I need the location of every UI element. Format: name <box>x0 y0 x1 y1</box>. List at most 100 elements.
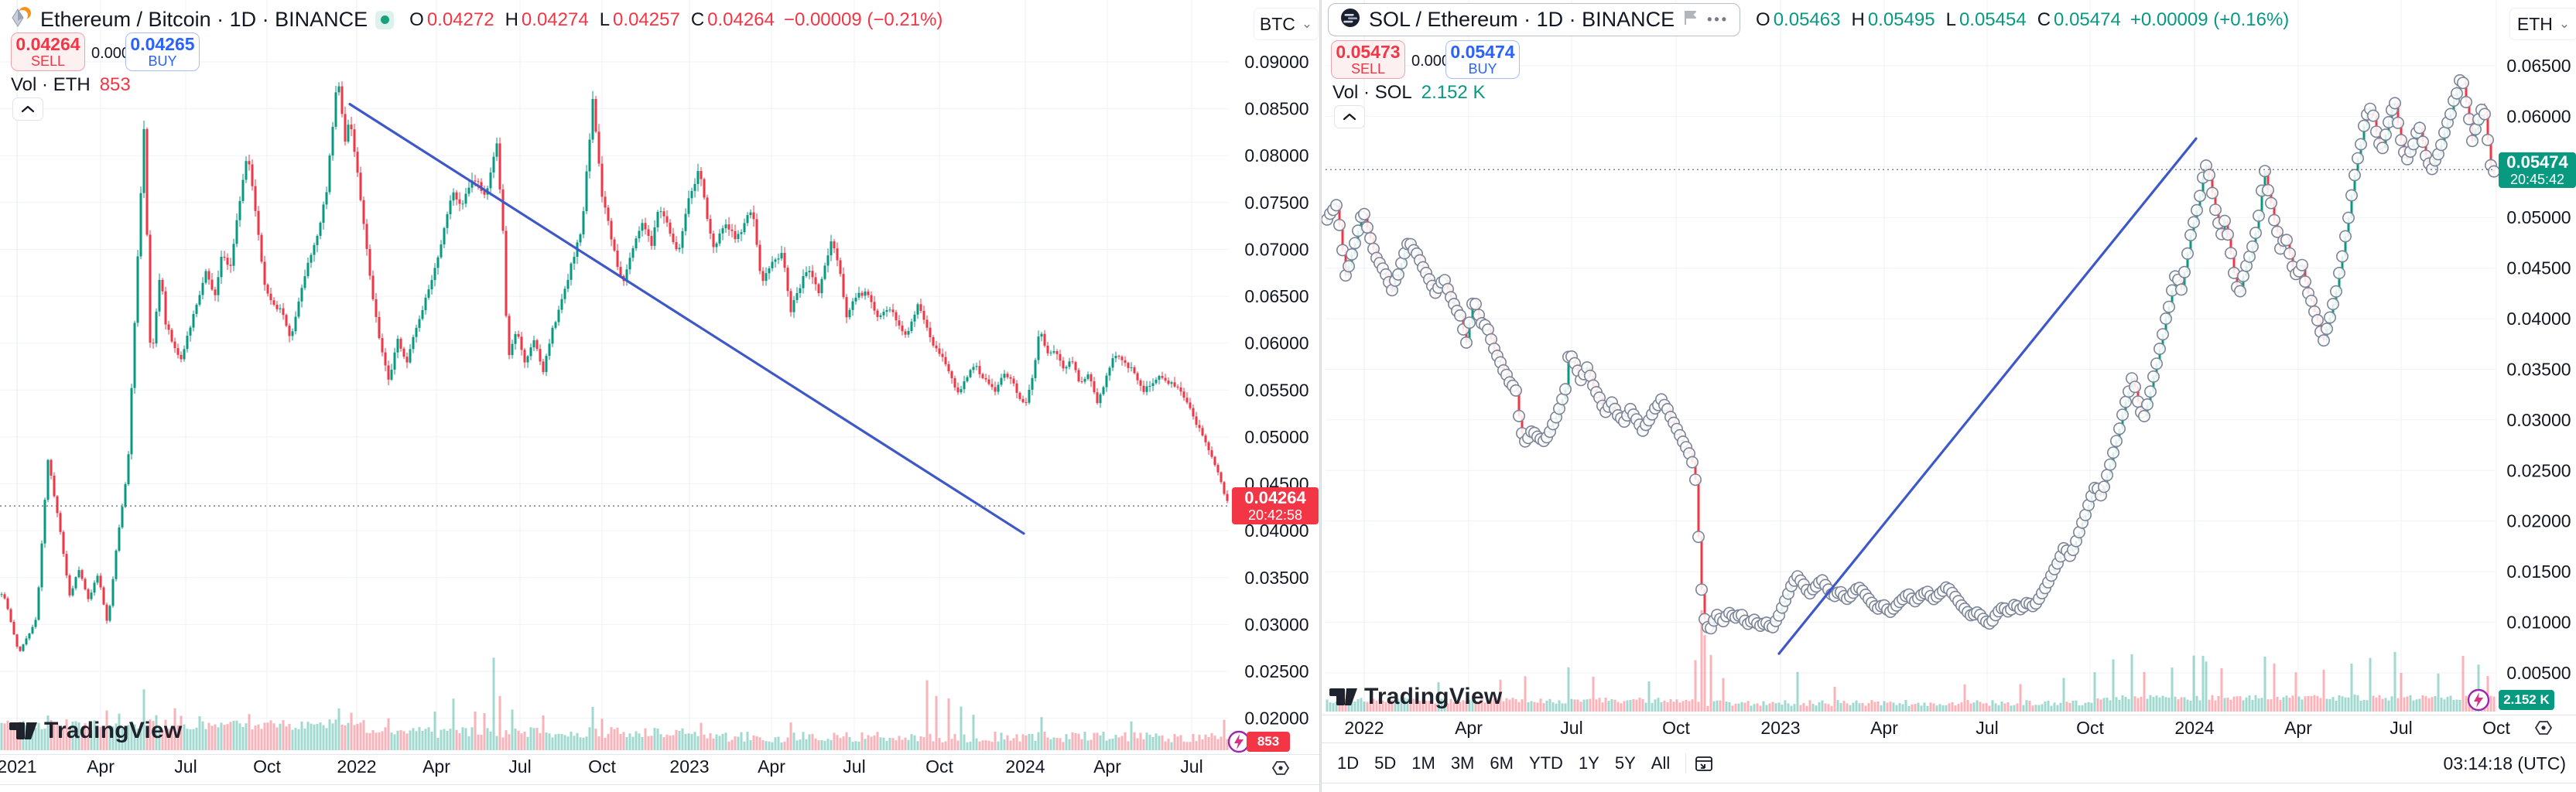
sell-button[interactable]: 0.05473 SELL <box>1331 40 1405 79</box>
chart-pane-soleth[interactable]: 0.065000.060000.055000.050000.045000.040… <box>1321 0 2576 792</box>
price-tick-label: 0.02500 <box>1244 661 1309 681</box>
lightning-bolt-icon <box>1234 734 1244 749</box>
volume-axis-badge: 853 <box>1247 732 1290 752</box>
time-tick-label: 2022 <box>337 756 376 777</box>
volume-study-legend: Vol · SOL 2.152 K <box>1332 82 1485 104</box>
go-to-date-button[interactable] <box>1694 753 1714 773</box>
bottom-toolbar-strip <box>0 784 1319 792</box>
quick-trade-button[interactable] <box>2467 688 2490 715</box>
collapse-header-button[interactable] <box>1334 105 1365 128</box>
time-tick-label: Apr <box>1870 718 1898 738</box>
soleth-chart-canvas[interactable]: 0.065000.060000.055000.050000.045000.040… <box>1322 0 2576 792</box>
tradingview-logo-icon <box>1329 688 1357 705</box>
time-tick-label: 2023 <box>1760 718 1800 738</box>
range-toolbar: 1D 5D 1M 3M 6M YTD 1Y 5Y All 03:14:18 (UTC) <box>1322 742 2576 783</box>
spread-value: 0.00001 <box>91 45 148 62</box>
gear-icon <box>2534 721 2553 735</box>
volume-study-label: Vol · SOL <box>1332 82 1412 103</box>
price-tick-label: 0.03500 <box>1244 568 1309 588</box>
price-tick-label: 0.06000 <box>1244 333 1309 353</box>
time-axis-settings-button[interactable] <box>2533 718 2554 742</box>
time-tick-label: Oct <box>2076 718 2104 738</box>
price-tick-label: 0.04500 <box>2506 258 2571 278</box>
price-tick-label: 0.02500 <box>2506 460 2571 480</box>
range-button-5y[interactable]: 5Y <box>1614 753 1636 773</box>
time-tick-label: Jul <box>1560 718 1582 738</box>
chevron-up-icon <box>21 105 35 113</box>
range-button-1d[interactable]: 1D <box>1337 753 1360 773</box>
price-tick-label: 0.06000 <box>2506 106 2571 126</box>
chevron-up-icon <box>1343 113 1356 121</box>
ethbtc-chart-canvas[interactable]: 0.09000 0.08500 0.08000 0.07500 0.07000 0.065… <box>0 0 1319 792</box>
range-button-5d[interactable]: 5D <box>1374 753 1397 773</box>
time-tick-label: Apr <box>2284 718 2312 738</box>
chart-pane-ethbtc[interactable]: 0.09000 0.08500 0.08000 0.07500 0.07000 0.065… <box>0 0 1320 792</box>
price-tick-label: 0.02000 <box>1244 708 1309 729</box>
range-button-ytd[interactable]: YTD <box>1528 753 1563 773</box>
price-tick-label: 0.00500 <box>2506 663 2571 683</box>
price-tick-label: 0.08500 <box>1244 99 1309 119</box>
ohlc-values: O 0.05463 H 0.05495 L 0.05454 C 0.05474 +0.0… <box>1756 9 2290 30</box>
time-tick-label: 2022 <box>1344 718 1384 738</box>
gear-icon <box>1271 761 1290 775</box>
time-axis-separator <box>0 754 1319 755</box>
change-value: +0.00009 (+0.16%) <box>2130 9 2290 30</box>
range-button-1y[interactable]: 1Y <box>1578 753 1599 773</box>
volume-axis-badge: 2.152 K <box>2499 690 2554 710</box>
price-tick-label: 0.06500 <box>2506 56 2571 76</box>
clock-utc[interactable]: 03:14:18 (UTC) <box>2443 753 2566 773</box>
collapse-header-button[interactable] <box>12 97 43 121</box>
price-tick-label: 0.08000 <box>1244 145 1309 166</box>
market-status-dot[interactable] <box>375 10 395 29</box>
tradingview-logo-icon <box>9 722 37 739</box>
current-price-tag: 0.05474 20:45:42 <box>2499 152 2576 188</box>
time-tick-label: Oct <box>253 756 281 777</box>
price-tick-label: 0.07500 <box>1244 193 1309 213</box>
time-axis-settings-button[interactable] <box>1271 758 1291 782</box>
price-tick-label: 0.02000 <box>2506 511 2571 531</box>
eth-btc-pair-icon <box>9 6 32 33</box>
price-axis-currency-button[interactable]: ETH ⌄ <box>2509 8 2576 40</box>
symbol-title[interactable]: Ethereum / Bitcoin · 1D · BINANCE <box>40 8 368 31</box>
price-tick-label: 0.04000 <box>2506 309 2571 329</box>
symbol-title-box[interactable]: SOL / Ethereum · 1D · BINANCE ••• <box>1328 3 1741 36</box>
symbol-title[interactable]: SOL / Ethereum · 1D · BINANCE <box>1369 8 1675 31</box>
symbol-header: Ethereum / Bitcoin · 1D · BINANCE O 0.042… <box>9 6 942 33</box>
buy-button[interactable]: 0.05474 BUY <box>1445 40 1520 79</box>
range-button-6m[interactable]: 6M <box>1490 753 1514 773</box>
range-button-all[interactable]: All <box>1651 753 1671 773</box>
time-tick-label: Apr <box>87 756 115 777</box>
tradingview-watermark: TradingView <box>1329 684 1502 710</box>
time-tick-label: 2024 <box>2174 718 2214 738</box>
time-tick-label: Oct <box>925 756 953 777</box>
price-tick-label: 0.01500 <box>2506 562 2571 582</box>
time-tick-label: Apr <box>1455 718 1483 738</box>
trendline-drawing <box>1777 137 2198 655</box>
volume-study-value: 2.152 K <box>1421 82 1486 103</box>
range-button-3m[interactable]: 3M <box>1450 753 1475 773</box>
time-tick-label: Jul <box>2390 718 2412 738</box>
time-tick-label: Apr <box>758 756 785 777</box>
time-tick-label: Oct <box>2482 718 2510 738</box>
symbol-header: SOL / Ethereum · 1D · BINANCE ••• O 0.054… <box>1328 3 2289 36</box>
flag-icon[interactable] <box>1682 9 1699 30</box>
price-tick-label: 0.05000 <box>1244 427 1309 447</box>
price-tick-label: 0.09000 <box>1244 52 1309 72</box>
price-tick-label: 0.03000 <box>1244 614 1309 634</box>
time-tick-label: 2024 <box>1005 756 1045 777</box>
range-buttons: 1D 5D 1M 3M 6M YTD 1Y 5Y All <box>1322 749 1678 777</box>
price-axis-currency-button[interactable]: BTC ⌄ <box>1254 8 1319 40</box>
range-button-1m[interactable]: 1M <box>1411 753 1435 773</box>
sell-button[interactable]: 0.04264 SELL <box>11 32 85 71</box>
chevron-down-icon: ⌄ <box>1301 16 1313 31</box>
volume-study-value: 853 <box>99 74 131 95</box>
lightning-bolt-icon <box>2474 692 2483 708</box>
time-tick-label: Jul <box>843 756 865 777</box>
price-tick-label: 0.03500 <box>2506 360 2571 380</box>
bottom-strip <box>1322 783 2576 792</box>
more-options-button[interactable]: ••• <box>1707 12 1729 27</box>
volume-study-legend: Vol · ETH 853 <box>11 74 131 96</box>
buy-button[interactable]: 0.04265 BUY <box>125 32 200 71</box>
price-tick-label: 0.05000 <box>2506 207 2571 227</box>
